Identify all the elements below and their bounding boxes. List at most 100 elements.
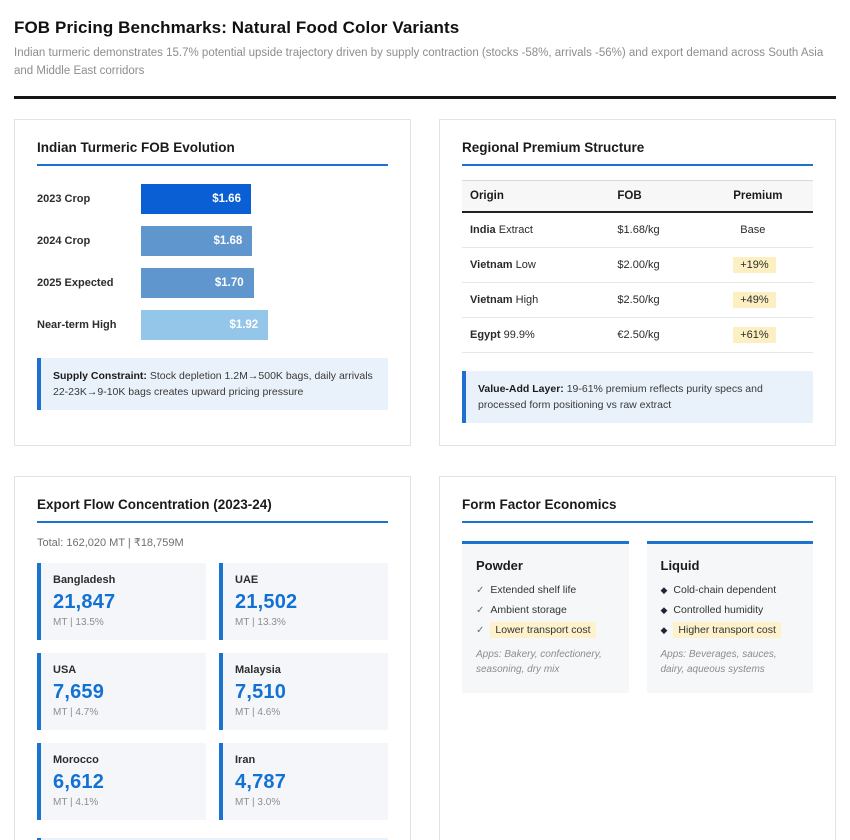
panel-title-form-factor: Form Factor Economics bbox=[462, 497, 813, 524]
check-icon: ✓ bbox=[476, 625, 485, 637]
premium-table: Origin FOB Premium India Extract $1.68/k… bbox=[462, 179, 813, 353]
premium-badge: Base bbox=[740, 223, 766, 236]
value-add-note: Value-Add Layer: 19-61% premium reflects… bbox=[462, 370, 813, 424]
bar-category-label: 2025 Expected bbox=[37, 276, 114, 289]
form-column-liquid: Liquid ◆ Cold-chain dependent ◆ Controlled… bbox=[646, 541, 813, 694]
card-country: Iran bbox=[235, 754, 256, 767]
stat-card-morocco: Morocco 6,612 MT | 4.1% bbox=[37, 743, 206, 821]
list-item: ◆ Cold-chain dependent bbox=[661, 584, 800, 596]
table-row: Egypt 99.9% €2.50/kg +61% bbox=[462, 317, 813, 353]
export-cards-grid: Bangladesh 21,847 MT | 13.5% UAE 21,502 … bbox=[37, 563, 388, 821]
bar-row-2025-expected: 2025 Expected $1.70 bbox=[37, 267, 388, 298]
stat-card-iran: Iran 4,787 MT | 3.0% bbox=[219, 743, 388, 821]
fob-value: $1.68/kg bbox=[609, 211, 726, 248]
card-value: 4,787 bbox=[235, 771, 287, 794]
bar-value-label: $1.92 bbox=[229, 318, 259, 331]
note-text: 19-61% premium reflects purity specs and… bbox=[478, 382, 763, 411]
origin-grade: Extract bbox=[495, 223, 533, 236]
item-text: Higher transport cost bbox=[673, 622, 781, 639]
card-value: 7,659 bbox=[53, 681, 105, 704]
bar-value-label: $1.68 bbox=[213, 234, 243, 247]
origin-country: India bbox=[470, 223, 496, 236]
bar-row-2024-crop: 2024 Crop $1.68 bbox=[37, 225, 388, 256]
card-value: 21,847 bbox=[53, 591, 116, 614]
note-label: Supply Constraint: bbox=[53, 369, 147, 382]
item-text: Ambient storage bbox=[490, 604, 567, 617]
item-text: Controlled humidity bbox=[673, 604, 764, 617]
export-total: Total: 162,020 MT | ₹18,759M bbox=[37, 537, 184, 550]
fob-value: $2.00/kg bbox=[609, 247, 726, 283]
bar-near-term-high: $1.92 bbox=[141, 309, 269, 340]
bar-value-label: $1.70 bbox=[214, 276, 244, 289]
item-text: Cold-chain dependent bbox=[673, 584, 777, 597]
card-share: MT | 13.5% bbox=[53, 617, 104, 629]
bar-value-label: $1.66 bbox=[212, 192, 241, 205]
table-row: India Extract $1.68/kg Base bbox=[462, 211, 813, 248]
stat-card-uae: UAE 21,502 MT | 13.3% bbox=[219, 563, 388, 641]
panel-title-fob-evolution: Indian Turmeric FOB Evolution bbox=[37, 140, 388, 166]
diamond-icon: ◆ bbox=[660, 625, 668, 636]
check-icon: ✓ bbox=[476, 585, 485, 597]
list-item: ✓ Lower transport cost bbox=[476, 622, 615, 639]
diamond-icon: ◆ bbox=[660, 585, 668, 596]
bar-category-label: 2024 Crop bbox=[37, 234, 91, 247]
card-value: 21,502 bbox=[235, 591, 298, 614]
page-subtitle: Indian turmeric demonstrates 15.7% poten… bbox=[14, 47, 824, 77]
list-item: ✓ Ambient storage bbox=[476, 604, 615, 616]
list-item: ◆ Higher transport cost bbox=[660, 622, 800, 639]
page-title: FOB Pricing Benchmarks: Natural Food Col… bbox=[14, 18, 460, 37]
supply-constraint-note: Supply Constraint: Stock depletion 1.2M→… bbox=[37, 357, 388, 411]
origin-grade: 99.9% bbox=[500, 328, 535, 341]
column-header-origin: Origin bbox=[462, 179, 610, 213]
premium-badge: +49% bbox=[733, 291, 776, 308]
fob-value: $2.50/kg bbox=[609, 282, 726, 318]
card-share: MT | 4.7% bbox=[53, 707, 99, 719]
list-item: ✓ Extended shelf life bbox=[476, 584, 615, 596]
bar-2023-crop: $1.66 bbox=[141, 183, 251, 214]
table-row: Vietnam Low $2.00/kg +19% bbox=[462, 247, 813, 283]
panel-grid: Indian Turmeric FOB Evolution 2023 Crop … bbox=[14, 118, 836, 840]
item-text: Lower transport cost bbox=[490, 622, 596, 639]
table-row: Vietnam High $2.50/kg +49% bbox=[462, 282, 813, 318]
applications-text: Apps: Beverages, sauces, dairy, aqueous … bbox=[660, 649, 777, 676]
column-header-premium: Premium bbox=[725, 179, 813, 213]
note-label: Value-Add Layer: bbox=[478, 382, 564, 395]
bar-category-label: Near-term High bbox=[37, 318, 117, 331]
fob-value: €2.50/kg bbox=[609, 317, 726, 353]
stat-card-malaysia: Malaysia 7,510 MT | 4.6% bbox=[219, 653, 388, 731]
stat-card-bangladesh: Bangladesh 21,847 MT | 13.5% bbox=[37, 563, 206, 641]
bar-2024-crop: $1.68 bbox=[141, 225, 253, 256]
diamond-icon: ◆ bbox=[660, 605, 668, 616]
origin-grade: Low bbox=[512, 258, 536, 271]
geographic-pattern-note: Geographic Pattern: Top 6 = 43.2% total.… bbox=[37, 838, 388, 840]
card-share: MT | 4.1% bbox=[53, 797, 99, 809]
panel-export-flow: Export Flow Concentration (2023-24) Tota… bbox=[14, 476, 411, 840]
panel-title-export-flow: Export Flow Concentration (2023-24) bbox=[37, 497, 388, 524]
card-share: MT | 4.6% bbox=[235, 707, 281, 719]
header-divider bbox=[14, 95, 836, 99]
item-text: Extended shelf life bbox=[490, 584, 577, 597]
form-factor-columns: Powder ✓ Extended shelf life ✓ Ambient sto… bbox=[462, 541, 813, 694]
origin-country: Vietnam bbox=[470, 258, 513, 271]
card-country: Malaysia bbox=[235, 664, 281, 677]
list-item: ◆ Controlled humidity bbox=[661, 604, 800, 616]
panel-form-factor: Form Factor Economics Powder ✓ Extended s… bbox=[439, 476, 836, 840]
card-country: Morocco bbox=[53, 754, 99, 767]
column-header-fob: FOB bbox=[609, 179, 726, 213]
panel-fob-evolution: Indian Turmeric FOB Evolution 2023 Crop … bbox=[14, 118, 411, 447]
card-value: 6,612 bbox=[53, 771, 105, 794]
bar-row-near-term-high: Near-term High $1.92 bbox=[37, 309, 388, 340]
bar-2025-expected: $1.70 bbox=[141, 267, 254, 298]
panel-title-premium-structure: Regional Premium Structure bbox=[462, 140, 813, 166]
applications-text: Apps: Bakery, confectionery, seasoning, … bbox=[476, 649, 602, 676]
note-text: Stock depletion 1.2M→500K bags, daily ar… bbox=[53, 369, 373, 398]
card-country: Bangladesh bbox=[53, 574, 116, 587]
form-name: Liquid bbox=[660, 558, 700, 574]
card-country: USA bbox=[53, 664, 77, 677]
card-country: UAE bbox=[235, 574, 259, 587]
form-column-powder: Powder ✓ Extended shelf life ✓ Ambient sto… bbox=[462, 541, 629, 694]
fob-bar-chart: 2023 Crop $1.66 2024 Crop $1.68 2025 Exp… bbox=[37, 183, 388, 340]
form-name: Powder bbox=[476, 558, 523, 574]
premium-table-header-row: Origin FOB Premium bbox=[462, 179, 813, 213]
